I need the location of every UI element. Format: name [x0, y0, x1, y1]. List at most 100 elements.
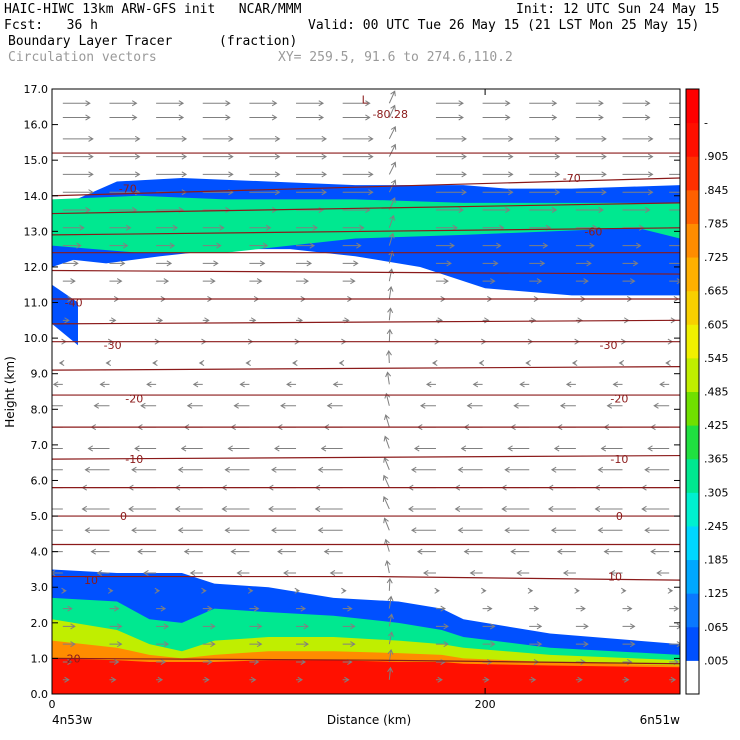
colorbar-label: -: [704, 117, 708, 130]
vector-arrow: [383, 517, 390, 531]
vector-arrow: [84, 466, 110, 473]
vector-arrow: [575, 114, 604, 121]
y-tick-label: 8.0: [31, 403, 49, 416]
vector-arrow: [296, 189, 328, 196]
vector-arrow: [296, 100, 325, 107]
vector-arrow: [529, 135, 561, 142]
vector-arrow: [201, 587, 207, 594]
vector-arrow: [609, 569, 623, 577]
vector-arrow: [109, 100, 138, 107]
vector-arrow: [202, 224, 225, 231]
contour-label: 10: [84, 574, 98, 587]
vector-arrow: [435, 224, 458, 231]
colorbar-label: .185: [704, 554, 729, 567]
vector-arrow: [457, 527, 483, 534]
y-tick-label: 6.0: [31, 474, 49, 487]
vector-arrow: [612, 381, 623, 388]
colorbar-label: .305: [704, 486, 729, 499]
vector-arrow: [575, 189, 607, 196]
vector-arrow: [571, 360, 578, 367]
vector-arrow: [529, 171, 561, 178]
vector-arrow: [249, 171, 281, 178]
vector-arrow: [109, 114, 138, 121]
vector-arrow: [249, 641, 263, 648]
vector-arrow: [183, 548, 203, 555]
vector-arrow: [326, 402, 343, 409]
vector-arrow: [280, 402, 297, 409]
vector-arrow: [435, 260, 452, 267]
vector-arrow: [419, 402, 436, 409]
vector-arrow: [622, 171, 654, 178]
vector-arrow: [245, 360, 251, 367]
vector-arrow: [384, 560, 391, 574]
vector-arrow: [296, 641, 310, 648]
vector-arrow: [62, 317, 70, 324]
vector-arrow: [296, 605, 307, 612]
vector-arrow: [383, 414, 390, 428]
colorbar-label: .845: [704, 184, 729, 197]
vector-arrow: [435, 100, 464, 107]
vector-arrow: [62, 260, 79, 267]
vector-arrow: [332, 381, 343, 388]
vector-arrow: [342, 114, 371, 121]
vector-arrow: [283, 569, 297, 577]
vector-arrow: [296, 242, 316, 249]
vector-arrow: [597, 527, 623, 534]
vector-arrow: [575, 100, 604, 107]
vector-arrow: [603, 548, 623, 555]
vector-arrow: [410, 466, 436, 473]
vector-arrow: [239, 381, 250, 388]
vector-arrow: [482, 135, 514, 142]
colorbar-label: .485: [704, 386, 729, 399]
vector-arrow: [62, 100, 91, 107]
vector-arrow: [388, 232, 395, 246]
vector-arrow: [383, 435, 390, 449]
colorbar-label: .605: [704, 318, 729, 331]
vector-arrow: [656, 569, 670, 577]
vector-arrow: [81, 505, 110, 512]
vector-arrow: [296, 224, 319, 231]
header-line2-right: Valid: 00 UTC Tue 26 May 15 (21 LST Mon …: [308, 18, 700, 33]
contour-label: -60: [584, 225, 602, 238]
vector-arrow: [387, 666, 394, 680]
vector-arrow: [600, 445, 623, 452]
vector-arrow: [156, 676, 164, 683]
vector-arrow: [320, 445, 343, 452]
temperature-contour-line: [52, 202, 680, 215]
vector-arrow: [387, 613, 394, 627]
vector-arrow: [109, 224, 132, 231]
vector-arrow: [202, 242, 222, 249]
vector-arrow: [527, 587, 534, 594]
vector-arrow: [109, 278, 123, 285]
vector-arrow: [529, 317, 537, 324]
y-tick-label: 16.0: [24, 119, 49, 132]
vector-arrow: [105, 360, 112, 367]
x-tick-label: 200: [475, 698, 496, 711]
vector-arrow: [435, 641, 449, 648]
vector-arrow: [286, 381, 297, 388]
vector-arrow: [562, 569, 576, 577]
vector-arrow: [156, 135, 188, 142]
vector-arrow: [482, 153, 514, 160]
vector-arrow: [669, 623, 680, 630]
colorbar-swatch: [686, 257, 699, 292]
vector-arrow: [387, 286, 394, 300]
colorbar-swatch: [686, 391, 699, 426]
vector-arrow: [386, 577, 393, 591]
colorbar-label: .725: [704, 251, 729, 264]
vector-arrow: [416, 548, 436, 555]
vector-arrow: [58, 360, 65, 367]
vector-arrow: [513, 402, 530, 409]
vector-arrow: [62, 242, 82, 249]
vector-arrow: [529, 605, 540, 612]
vector-arrow: [435, 135, 467, 142]
vector-arrow: [109, 658, 120, 665]
colorbar-swatch: [686, 324, 699, 359]
vector-arrow: [296, 206, 325, 214]
vector-arrow: [109, 171, 141, 178]
vector-arrow: [529, 114, 558, 121]
vector-arrow: [342, 224, 365, 231]
vector-arrow: [62, 153, 94, 160]
vector-arrow: [386, 328, 393, 342]
vector-arrow: [575, 224, 598, 231]
